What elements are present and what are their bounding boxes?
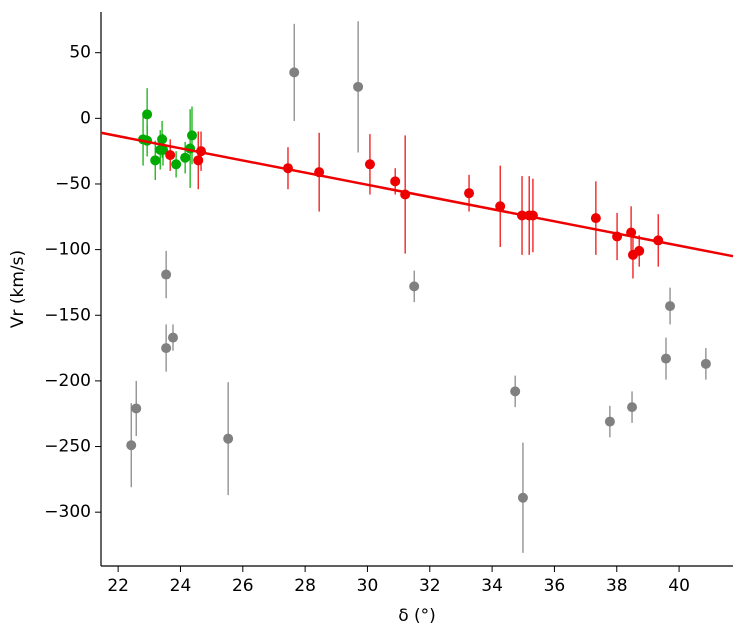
y-tick-label: −100 (44, 240, 91, 260)
y-tick-label: −50 (55, 174, 91, 194)
x-tick-label: 32 (419, 576, 441, 596)
point (126, 440, 137, 451)
x-axis-label: δ (°) (398, 606, 436, 626)
point (464, 188, 475, 199)
point (604, 416, 615, 427)
point (353, 81, 364, 92)
y-tick-label: −200 (44, 371, 91, 391)
point (223, 433, 234, 444)
point (665, 301, 676, 312)
point (171, 159, 182, 170)
point (165, 150, 176, 161)
point (517, 492, 528, 503)
point (158, 144, 169, 155)
point (131, 403, 142, 414)
point (390, 176, 401, 187)
point (161, 343, 172, 354)
y-tick-label: −150 (44, 305, 91, 325)
point (289, 67, 300, 78)
y-tick-label: 50 (69, 43, 91, 63)
y-tick-label: −250 (44, 437, 91, 457)
point (150, 155, 161, 166)
x-tick-label: 26 (232, 576, 254, 596)
point (660, 353, 671, 364)
point (409, 281, 420, 292)
point (157, 134, 168, 145)
point (142, 109, 153, 120)
x-tick-label: 22 (107, 576, 129, 596)
x-tick-label: 40 (668, 576, 690, 596)
x-tick-label: 30 (357, 576, 379, 596)
y-axis-label: Vr (km/s) (8, 250, 28, 328)
point (590, 213, 601, 224)
point (180, 152, 191, 163)
point (700, 358, 711, 369)
fit-line (100, 131, 734, 258)
point (364, 159, 375, 170)
point (167, 332, 178, 343)
y-tick-label: −300 (44, 502, 91, 522)
point (186, 130, 197, 141)
x-tick-label: 34 (481, 576, 503, 596)
point (193, 155, 204, 166)
point (634, 245, 645, 256)
point (161, 269, 172, 280)
x-tick-label: 28 (294, 576, 316, 596)
y-tick-label: 0 (80, 108, 91, 128)
x-tick-label: 36 (544, 576, 566, 596)
x-tick-label: 24 (170, 576, 192, 596)
point (495, 201, 506, 212)
point (510, 386, 521, 397)
x-tick-label: 38 (606, 576, 628, 596)
point (627, 402, 638, 413)
